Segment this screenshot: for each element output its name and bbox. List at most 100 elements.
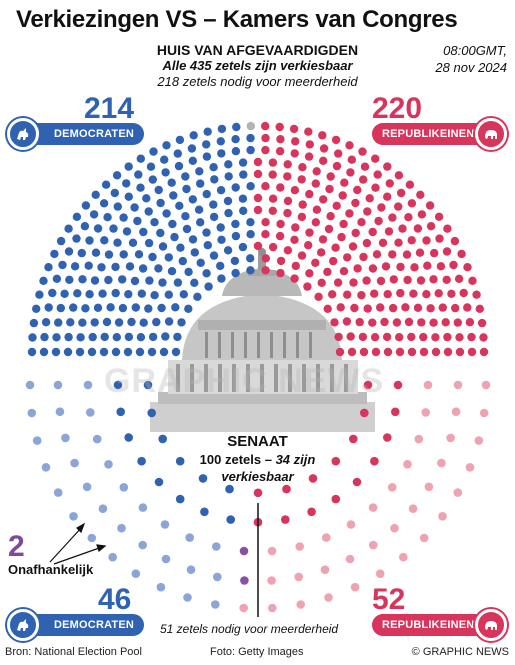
house-seat-rep <box>359 175 368 184</box>
house-seat-dem <box>112 171 122 180</box>
senate-seat-ind <box>240 576 249 585</box>
house-seat-rep <box>312 205 322 214</box>
house-seat-dem <box>238 242 248 252</box>
house-seat-dem <box>136 183 145 192</box>
senate-seat-rep <box>465 463 475 472</box>
house-seat-rep <box>311 218 320 227</box>
house-seat-dem <box>85 236 94 245</box>
house-seat-rep <box>434 212 444 221</box>
senate-seat-dem <box>137 456 146 466</box>
house-seat-dem <box>231 231 241 241</box>
house-dem-label: DEMOCRATEN <box>20 123 145 145</box>
house-seat-rep <box>374 216 383 226</box>
house-seat-dem <box>139 318 148 327</box>
senate-seat-rep <box>423 380 433 390</box>
house-seat-rep <box>332 161 342 171</box>
house-seat-rep <box>434 289 443 298</box>
house-seat-rep <box>443 332 452 342</box>
house-seat-dem <box>167 178 176 187</box>
house-seat-rep <box>455 347 465 357</box>
senate-seat-dem <box>138 503 148 512</box>
house-seat-rep <box>305 189 314 199</box>
house-seat-rep <box>426 222 436 231</box>
house-seat-rep <box>357 218 366 227</box>
house-seat-dem <box>80 222 90 231</box>
house-seat-dem <box>224 208 233 218</box>
house-seat-rep <box>290 235 299 244</box>
senate-seat-rep <box>253 488 263 498</box>
senate-seat-dem <box>61 433 70 443</box>
house-seat-dem <box>119 213 128 222</box>
house-seat-rep <box>311 258 320 267</box>
senate-seat-rep <box>267 546 277 556</box>
house-seat-rep <box>332 201 341 210</box>
house-seat-dem <box>52 333 61 342</box>
house-seat-dem <box>89 210 99 219</box>
house-seat-rep <box>419 347 429 357</box>
house-seat-dem <box>156 228 165 238</box>
house-seat-rep <box>276 219 285 229</box>
house-seat-rep <box>283 160 292 169</box>
house-seat-rep <box>451 303 460 313</box>
senate-seat-dem <box>108 552 117 562</box>
house-seat-dem <box>130 276 140 286</box>
house-seat-rep <box>268 170 277 179</box>
house-seat-rep <box>438 303 447 312</box>
house-seat-rep <box>384 227 394 236</box>
house-seat-dem <box>158 278 167 287</box>
house-seat-rep <box>362 238 372 248</box>
house-seat-dem <box>178 256 187 266</box>
house-seat-rep <box>304 241 313 250</box>
house-seat-dem <box>134 170 143 179</box>
house-seat-rep <box>394 202 403 211</box>
house-seat-dem <box>123 347 133 357</box>
house-seat-rep <box>472 290 481 299</box>
house-seat-dem <box>39 347 49 357</box>
senate-dem-label: DEMOCRATEN <box>20 614 145 636</box>
senate-seat-dem <box>212 542 221 551</box>
house-seat-dem <box>124 162 133 171</box>
house-seat-rep <box>335 347 345 357</box>
rep-label-text-2: REPUBLIKEINEN <box>382 619 475 631</box>
house-seat-dem <box>173 278 183 287</box>
house-seat-dem <box>164 253 173 262</box>
house-seat-dem <box>90 276 100 285</box>
house-seat-rep <box>467 347 477 357</box>
senate-seat-rep <box>331 494 341 504</box>
senate-seat-rep <box>296 600 306 609</box>
senate-dem-count: 46 <box>98 583 132 616</box>
house-seat-dem <box>169 191 178 200</box>
page-title: Verkiezingen VS – Kamers van Congres <box>16 6 458 33</box>
senate-seat-dem <box>185 533 194 542</box>
house-seat-dem <box>202 189 211 199</box>
senate-seat-rep <box>438 512 447 521</box>
house-seat-dem <box>119 250 128 259</box>
house-seat-rep <box>362 276 371 285</box>
senate-seat-rep <box>239 603 248 613</box>
house-seat-dem <box>203 241 212 250</box>
house-seat-rep <box>405 180 415 189</box>
senate-seat-dem <box>143 380 153 390</box>
house-seat-rep <box>388 250 397 259</box>
house-seat-dem <box>181 172 190 181</box>
senate-seat-rep <box>350 582 360 592</box>
senate-seat-dem <box>198 474 208 483</box>
house-seat-rep <box>407 332 416 342</box>
senate-heading: SENAAT <box>227 433 288 450</box>
house-seat-rep <box>305 228 314 237</box>
house-seat-rep <box>442 247 452 256</box>
house-seat-dem <box>93 303 103 312</box>
senate-seat-dem <box>69 512 78 521</box>
senate-seat-rep <box>369 540 378 550</box>
house-seat-dem <box>188 235 198 244</box>
senate-seat-dem <box>156 582 166 592</box>
senate-seat-rep <box>424 482 434 492</box>
house-seat-rep <box>370 289 379 298</box>
house-seat-dem <box>239 170 248 179</box>
house-seat-rep <box>377 203 386 212</box>
senate-seat-dem <box>200 507 209 517</box>
independent-pointer-arrows <box>49 522 107 565</box>
house-seat-rep <box>479 347 489 357</box>
copyright: © GRAPHIC NEWS <box>411 646 509 658</box>
house-seat-rep <box>261 145 270 155</box>
